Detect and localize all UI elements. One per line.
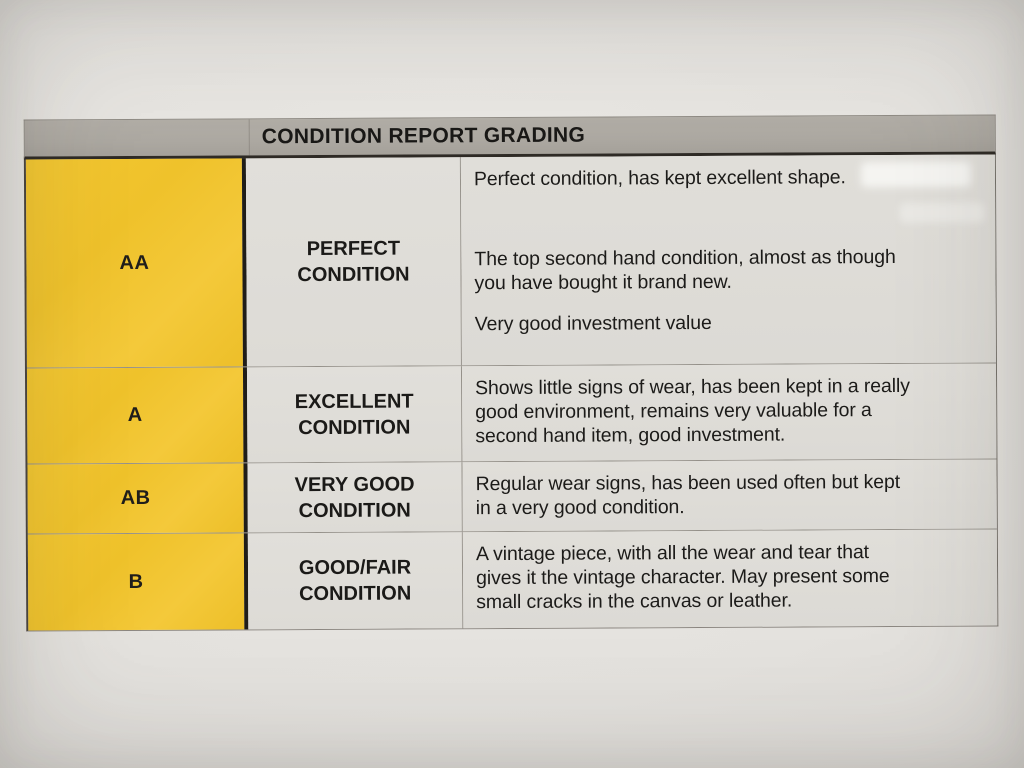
condition-label-cell: VERY GOOD CONDITION — [247, 462, 463, 533]
condition-label-cell: GOOD/FAIR CONDITION — [247, 532, 464, 630]
grade-cell: A — [26, 367, 248, 464]
table-row-b: B GOOD/FAIR CONDITION A vintage piece, w… — [27, 528, 998, 631]
grade-text: AA — [119, 251, 150, 274]
condition-label: EXCELLENT CONDITION — [294, 390, 414, 439]
description-line: second hand item, good investment. — [475, 423, 786, 448]
condition-label: VERY GOOD CONDITION — [294, 473, 415, 522]
table-header-row: CONDITION REPORT GRADING — [23, 114, 996, 160]
description-line: Very good investment value — [474, 311, 712, 336]
description-line: you have bought it brand new. — [474, 270, 732, 295]
condition-label: GOOD/FAIR CONDITION — [298, 556, 412, 606]
table-row-aa: AA PERFECT CONDITION Perfect condition, … — [25, 154, 996, 368]
condition-label-cell: PERFECT CONDITION — [245, 157, 462, 367]
table-body: AA PERFECT CONDITION Perfect condition, … — [23, 154, 999, 632]
description-cell: Shows little signs of wear, has been kep… — [461, 363, 997, 462]
description-line: The top second hand condition, almost as… — [474, 245, 896, 271]
description-line: Perfect condition, has kept excellent sh… — [473, 166, 846, 191]
grade-cell: AA — [25, 158, 247, 368]
description-cell: Perfect condition, has kept excellent sh… — [460, 154, 996, 366]
condition-grading-table: CONDITION REPORT GRADING AA PERFECT COND… — [23, 114, 999, 632]
grade-cell: AB — [27, 463, 248, 534]
grade-text: AB — [120, 486, 151, 510]
description-line: Regular wear signs, has been used often … — [475, 470, 901, 496]
grade-cell: B — [27, 533, 249, 631]
description-line: gives it the vintage character. May pres… — [476, 565, 890, 590]
table-row-a: A EXCELLENT CONDITION Shows little signs… — [26, 362, 997, 464]
condition-label-cell: EXCELLENT CONDITION — [246, 366, 463, 463]
table-title: CONDITION REPORT GRADING — [261, 123, 586, 149]
grade-text: B — [128, 570, 144, 593]
description-cell: Regular wear signs, has been used often … — [462, 459, 997, 532]
header-blank-cell — [24, 119, 250, 157]
condition-label: PERFECT CONDITION — [297, 237, 410, 287]
photo-glare-artifact — [899, 202, 986, 223]
description-line: Shows little signs of wear, has been kep… — [475, 374, 910, 400]
description-line: small cracks in the canvas or leather. — [476, 589, 793, 614]
table-row-ab: AB VERY GOOD CONDITION Regular wear sign… — [27, 458, 997, 534]
description-line: good environment, remains very valuable … — [475, 399, 872, 424]
description-line: A vintage piece, with all the wear and t… — [475, 541, 870, 566]
description-line: in a very good condition. — [475, 496, 685, 520]
grade-text: A — [127, 403, 143, 427]
description-cell: A vintage piece, with all the wear and t… — [462, 529, 998, 629]
